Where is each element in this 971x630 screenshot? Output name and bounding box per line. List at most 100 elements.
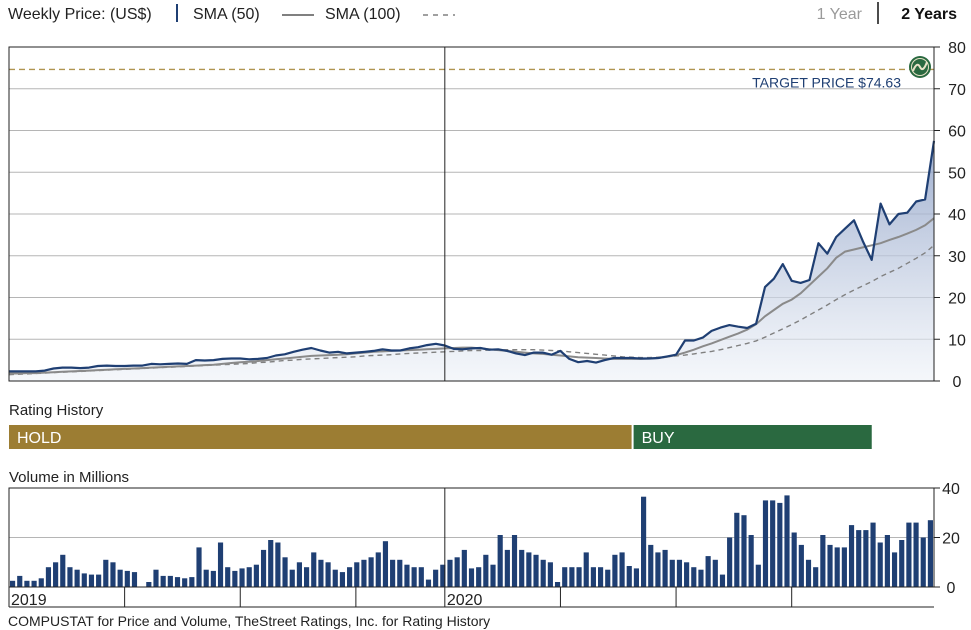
volume-bar bbox=[648, 544, 654, 587]
chart-header: Weekly Price: (US$) SMA (50) SMA (100) bbox=[8, 4, 455, 23]
volume-bar bbox=[633, 568, 639, 587]
volume-bar bbox=[705, 556, 711, 587]
price-tick-label: 60 bbox=[948, 124, 966, 141]
volume-bar bbox=[404, 564, 410, 587]
price-axis: 0 10 20 30 40 50 60 70 80 bbox=[934, 40, 966, 391]
volume-bar bbox=[533, 554, 539, 587]
volume-bar bbox=[727, 537, 733, 587]
volume-bar bbox=[748, 535, 754, 587]
volume-bar bbox=[411, 567, 417, 587]
volume-bar bbox=[268, 540, 274, 587]
rating-segment-label: BUY bbox=[642, 430, 675, 447]
price-tick-label: 10 bbox=[948, 332, 966, 349]
volume-bar bbox=[189, 577, 195, 587]
volume-bar bbox=[712, 559, 718, 587]
volume-bar bbox=[691, 567, 697, 587]
volume-bar bbox=[347, 567, 353, 587]
volume-bar bbox=[884, 535, 890, 587]
volume-bar bbox=[53, 562, 59, 588]
volume-bar bbox=[755, 564, 761, 587]
volume-bar bbox=[253, 564, 259, 587]
volume-bar bbox=[827, 544, 833, 587]
volume-bar bbox=[354, 562, 360, 588]
volume-bar bbox=[834, 547, 840, 587]
volume-bar bbox=[368, 557, 374, 587]
volume-bar bbox=[81, 573, 87, 587]
sma100-legend-label: SMA (100) bbox=[325, 6, 401, 23]
volume-bar bbox=[562, 567, 568, 587]
volume-bar bbox=[526, 552, 532, 587]
volume-bar bbox=[103, 559, 109, 587]
volume-bar bbox=[762, 500, 769, 587]
range-tabs: 1 Year 2 Years bbox=[817, 2, 957, 24]
volume-bar bbox=[146, 582, 152, 587]
price-tick-label: 50 bbox=[948, 165, 966, 182]
tab-2-years[interactable]: 2 Years bbox=[901, 6, 957, 23]
volume-bar bbox=[304, 567, 310, 587]
volume-bar bbox=[856, 530, 862, 587]
volume-bar bbox=[698, 569, 704, 587]
year-label: 2020 bbox=[447, 592, 483, 609]
volume-bar bbox=[325, 562, 331, 588]
volume-bar bbox=[375, 552, 381, 587]
rating-segment-hold bbox=[9, 425, 632, 449]
volume-bar bbox=[569, 567, 575, 587]
volume-bar bbox=[784, 495, 790, 587]
volume-bar bbox=[318, 559, 324, 587]
source-footnote: COMPUSTAT for Price and Volume, TheStree… bbox=[8, 613, 490, 629]
volume-bar bbox=[246, 567, 252, 587]
volume-bar bbox=[160, 575, 166, 587]
volume-bar bbox=[662, 549, 668, 587]
volume-bar bbox=[798, 544, 804, 587]
tab-1-year[interactable]: 1 Year bbox=[817, 6, 863, 23]
volume-bar bbox=[504, 549, 510, 587]
volume-bar bbox=[913, 522, 919, 587]
volume-bar bbox=[382, 541, 389, 587]
volume-bar bbox=[770, 500, 776, 587]
volume-bar bbox=[74, 569, 80, 587]
volume-axis: 0 20 40 bbox=[934, 481, 960, 597]
volume-bar bbox=[612, 554, 618, 587]
volume-bar bbox=[583, 552, 589, 587]
volume-bar bbox=[67, 567, 73, 587]
volume-title: Volume in Millions bbox=[9, 469, 129, 486]
volume-bar bbox=[848, 525, 855, 587]
volume-bar bbox=[225, 567, 231, 587]
volume-bar bbox=[124, 570, 130, 587]
volume-bar bbox=[863, 530, 869, 587]
volume-bar bbox=[24, 580, 30, 587]
volume-bar bbox=[275, 542, 281, 587]
volume-bar bbox=[289, 569, 295, 587]
volume-bar bbox=[547, 562, 553, 588]
volume-bar bbox=[174, 577, 181, 587]
volume-bar bbox=[655, 552, 661, 587]
volume-bar bbox=[590, 567, 596, 587]
volume-bar bbox=[10, 580, 16, 587]
volume-bar bbox=[17, 575, 23, 587]
price-tick-label: 70 bbox=[948, 82, 966, 99]
volume-bar bbox=[96, 574, 102, 587]
volume-bar bbox=[232, 570, 238, 587]
volume-bar bbox=[88, 574, 95, 587]
volume-tick-label: 20 bbox=[942, 531, 960, 548]
volume-bar bbox=[433, 569, 439, 587]
volume-bar bbox=[641, 496, 647, 587]
volume-bar bbox=[554, 582, 561, 587]
volume-bar bbox=[669, 559, 675, 587]
volume-bar bbox=[906, 522, 912, 587]
volume-bar bbox=[676, 559, 683, 587]
volume-tick-label: 0 bbox=[947, 580, 956, 597]
volume-bar bbox=[684, 562, 690, 588]
price-tick-label: 20 bbox=[948, 291, 966, 308]
volume-bar bbox=[167, 575, 173, 587]
price-tick-label: 80 bbox=[948, 40, 966, 57]
year-label: 2019 bbox=[11, 592, 47, 609]
volume-bar bbox=[461, 549, 467, 587]
volume-bar bbox=[425, 579, 432, 587]
volume-bar bbox=[483, 554, 489, 587]
volume-bar bbox=[131, 572, 138, 587]
volume-bar bbox=[741, 515, 747, 587]
volume-bar bbox=[38, 578, 44, 587]
volume-bar bbox=[217, 542, 224, 587]
volume-bar bbox=[511, 535, 518, 587]
